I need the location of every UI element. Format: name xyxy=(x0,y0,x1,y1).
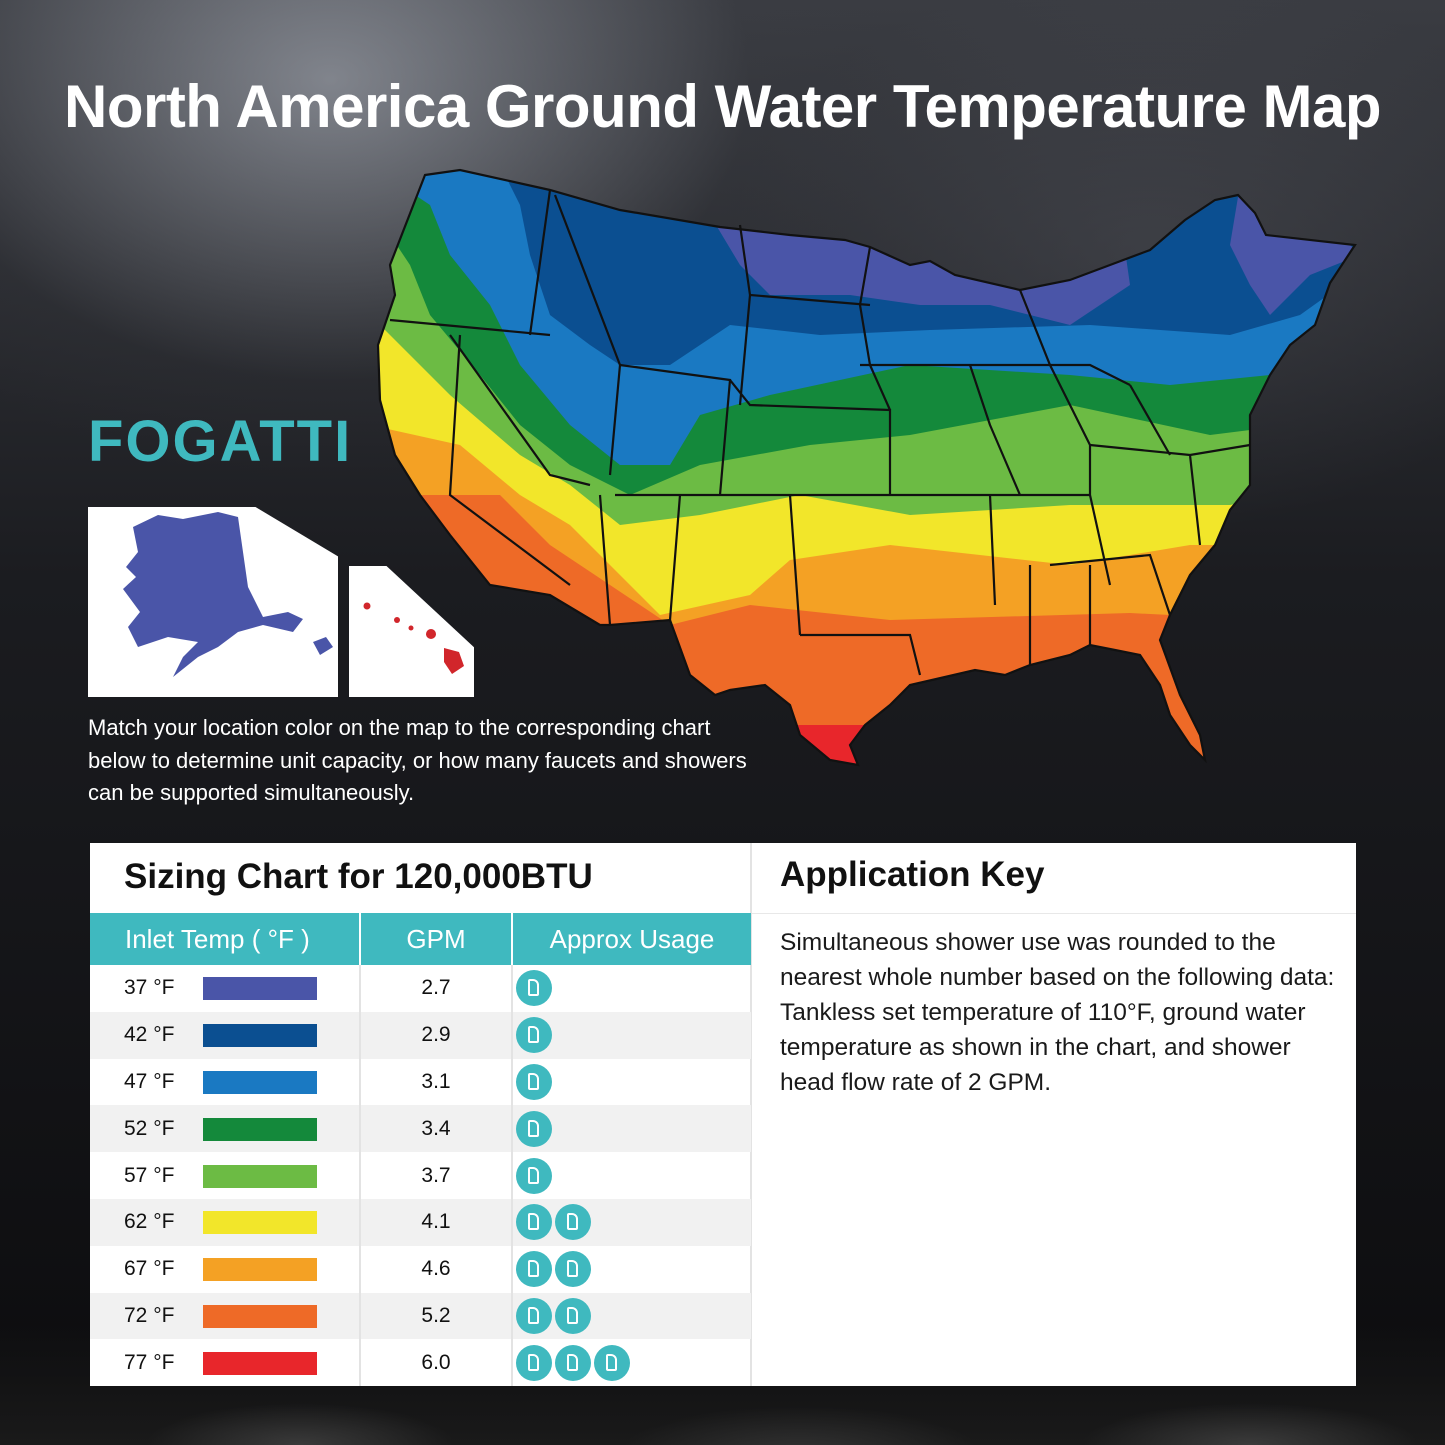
inlet-temp-cell: 52 °F xyxy=(90,1105,360,1153)
approx-usage-cell xyxy=(512,1198,751,1246)
us-temperature-map xyxy=(376,168,1357,767)
shower-icon xyxy=(555,1344,591,1381)
header-approx-usage: Approx Usage xyxy=(512,913,751,965)
gpm-cell: 4.1 xyxy=(359,1198,513,1246)
inlet-temp-cell: 42 °F xyxy=(90,1011,360,1059)
shower-icon xyxy=(555,1297,591,1334)
gpm-cell: 3.7 xyxy=(359,1152,513,1199)
shower-icon xyxy=(516,1251,552,1288)
approx-usage-cell xyxy=(512,1292,751,1340)
approx-usage-cell xyxy=(512,1011,751,1059)
shower-icon xyxy=(594,1344,630,1381)
approx-usage-cell xyxy=(512,1339,751,1386)
temp-color-swatch xyxy=(203,1304,317,1328)
inlet-temp-cell: 77 °F xyxy=(90,1339,360,1386)
sizing-chart-title: Sizing Chart for 120,000BTU xyxy=(124,857,593,896)
gpm-cell: 2.9 xyxy=(359,1011,513,1059)
inlet-temp-label: 42 °F xyxy=(124,1023,175,1047)
gpm-cell: 4.6 xyxy=(359,1245,513,1293)
approx-usage-cell xyxy=(512,1059,751,1106)
approx-usage-cell xyxy=(512,1105,751,1153)
temp-color-swatch xyxy=(203,977,317,1001)
header-gpm: GPM xyxy=(359,913,513,965)
gpm-cell: 3.1 xyxy=(359,1058,513,1106)
shower-icon xyxy=(555,1204,591,1241)
sizing-chart-table: Inlet Temp ( °F ) GPM Approx Usage 37 °F… xyxy=(90,913,751,1387)
gpm-cell: 5.2 xyxy=(359,1292,513,1340)
table-row: 72 °F 5.2 xyxy=(90,1292,751,1340)
application-key-text: Simultaneous shower use was rounded to t… xyxy=(780,929,1335,1096)
header-inlet-temp: Inlet Temp ( °F ) xyxy=(90,913,360,965)
inlet-temp-label: 52 °F xyxy=(124,1116,175,1140)
hawaii-shape xyxy=(363,602,464,674)
table-row: 42 °F 2.9 xyxy=(90,1011,751,1059)
approx-usage-cell xyxy=(512,1152,751,1199)
brand-logo: FOGATTI xyxy=(88,409,353,474)
temp-color-swatch xyxy=(203,1024,317,1048)
map-instructions: Match your location color on the map to … xyxy=(88,715,747,805)
shower-icon xyxy=(516,1204,552,1241)
inlet-temp-label: 67 °F xyxy=(124,1257,175,1281)
inlet-temp-cell: 72 °F xyxy=(90,1292,360,1340)
gpm-cell: 2.7 xyxy=(359,965,513,1012)
inlet-temp-label: 72 °F xyxy=(124,1303,175,1327)
inlet-temp-label: 77 °F xyxy=(124,1350,175,1374)
shower-icon xyxy=(516,1297,552,1334)
shower-icon xyxy=(516,1110,552,1147)
shower-icon xyxy=(516,1157,552,1194)
alaska-shape xyxy=(123,512,333,677)
table-row: 77 °F 6.0 xyxy=(90,1339,751,1387)
temp-color-swatch xyxy=(203,1164,317,1188)
inlet-temp-label: 37 °F xyxy=(124,976,175,1000)
temp-color-swatch xyxy=(203,1211,317,1235)
table-row: 37 °F 2.7 xyxy=(90,965,751,1012)
temp-color-swatch xyxy=(203,1258,317,1282)
panel-divider xyxy=(750,843,752,1386)
page-title: North America Ground Water Temperature M… xyxy=(64,73,1382,140)
temperature-bands xyxy=(378,170,1355,765)
alaska-inset xyxy=(88,507,338,697)
inlet-temp-cell: 37 °F xyxy=(90,965,360,1012)
shower-icon xyxy=(516,1017,552,1054)
application-key-divider xyxy=(752,913,1356,914)
shower-icon xyxy=(555,1251,591,1288)
gpm-cell: 6.0 xyxy=(359,1339,513,1387)
inlet-temp-cell: 67 °F xyxy=(90,1246,360,1293)
table-row: 62 °F 4.1 xyxy=(90,1198,751,1246)
table-row: 47 °F 3.1 xyxy=(90,1058,751,1106)
inlet-temp-label: 62 °F xyxy=(124,1210,175,1234)
table-row: 52 °F 3.4 xyxy=(90,1105,751,1153)
shower-icon xyxy=(516,1063,552,1100)
info-panel: Sizing Chart for 120,000BTU Application … xyxy=(90,843,1356,1387)
temp-color-swatch xyxy=(203,1070,317,1094)
temp-color-swatch xyxy=(203,1351,317,1375)
shower-icon xyxy=(516,970,552,1007)
inlet-temp-label: 57 °F xyxy=(124,1163,175,1187)
inlet-temp-cell: 62 °F xyxy=(90,1198,360,1246)
inlet-temp-label: 47 °F xyxy=(124,1069,175,1093)
state-borders xyxy=(376,168,1357,767)
table-row: 57 °F 3.7 xyxy=(90,1152,751,1199)
table-row: 67 °F 4.6 xyxy=(90,1245,751,1293)
gpm-cell: 3.4 xyxy=(359,1105,513,1153)
approx-usage-cell xyxy=(512,1246,751,1293)
sizing-chart-header: Inlet Temp ( °F ) GPM Approx Usage xyxy=(90,913,751,965)
application-key-title: Application Key xyxy=(780,855,1045,894)
approx-usage-cell xyxy=(512,965,751,1012)
inlet-temp-cell: 57 °F xyxy=(90,1152,360,1199)
inlet-temp-cell: 47 °F xyxy=(90,1059,360,1106)
shower-icon xyxy=(516,1344,552,1381)
temp-color-swatch xyxy=(203,1117,317,1141)
sizing-chart-rows: 37 °F 2.7 42 °F 2.9 47 °F 3.1 52 °F 3.4 57 °F 3.7… xyxy=(90,965,751,1387)
